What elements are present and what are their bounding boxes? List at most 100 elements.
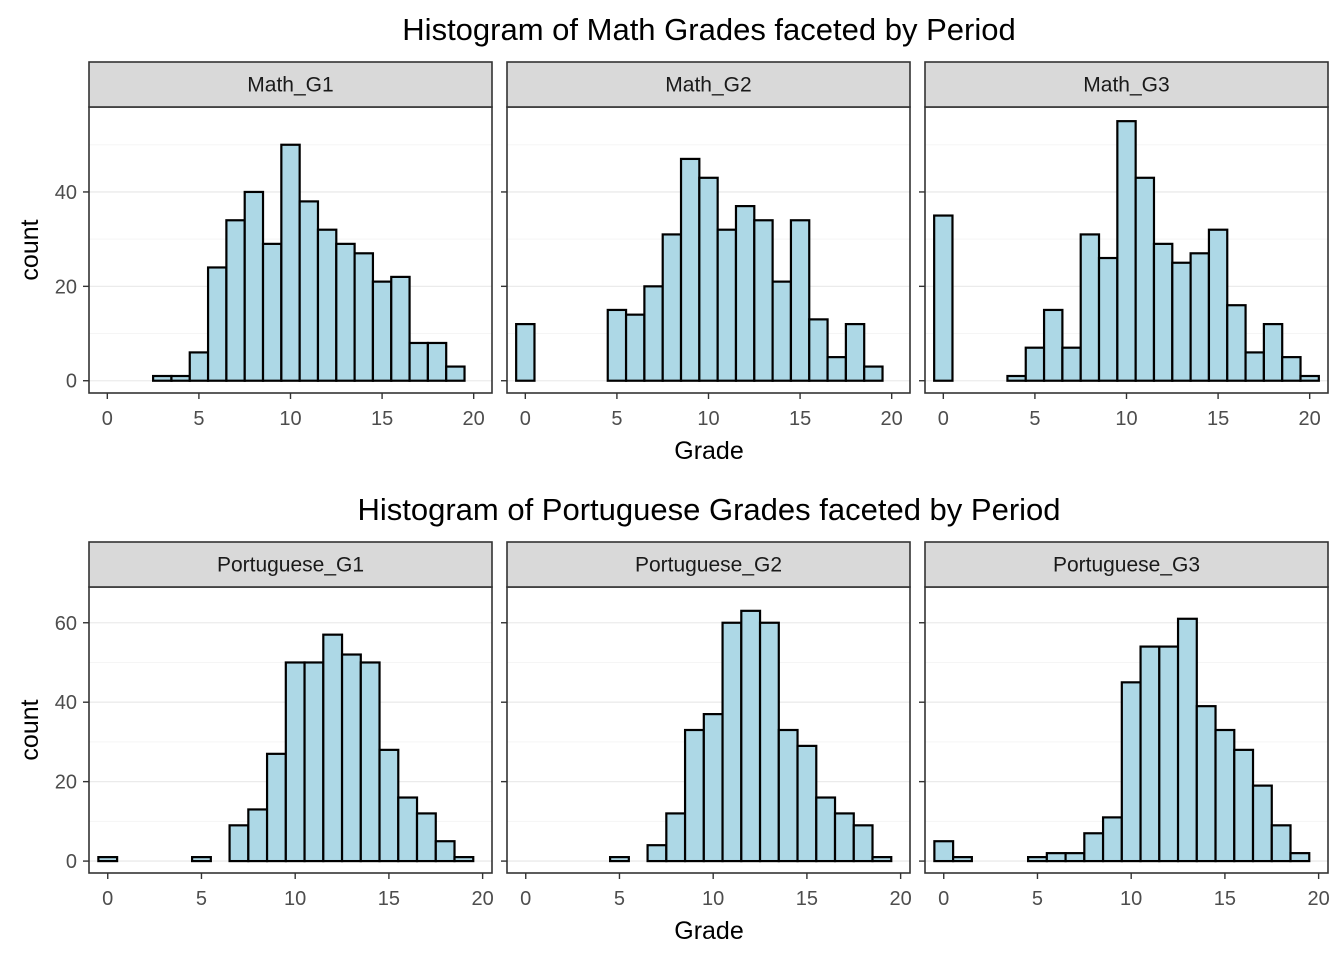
x-tick-label: 5 xyxy=(1032,888,1043,910)
histogram-bar xyxy=(353,252,375,382)
histogram-bar xyxy=(753,219,774,382)
math-y-axis-title: count xyxy=(16,219,44,280)
histogram-bar xyxy=(815,796,837,863)
histogram-bar xyxy=(702,713,724,863)
facet-panel: Portuguese_G3 0 5 10 15 20 xyxy=(919,541,1330,910)
histogram-bar xyxy=(933,214,954,382)
x-tick-label: 0 xyxy=(520,408,531,430)
histogram-bar xyxy=(225,219,246,382)
histogram-bar xyxy=(1176,617,1198,863)
facet-strip-label: Portuguese_G3 xyxy=(1053,554,1200,577)
x-tick-label: 10 xyxy=(1115,408,1137,430)
histogram-bar xyxy=(833,812,855,863)
portuguese-chart-title: Histogram of Portuguese Grades faceted b… xyxy=(357,492,1060,527)
histogram-bar xyxy=(190,856,212,863)
y-tick-label: 20 xyxy=(55,772,77,794)
x-tick-label: 10 xyxy=(702,888,724,910)
histogram-bar xyxy=(434,840,456,863)
histogram-bar xyxy=(340,653,362,863)
histogram-bar xyxy=(1134,176,1156,382)
x-tick-label: 20 xyxy=(881,408,903,430)
facet-strip-label: Portuguese_G2 xyxy=(635,554,782,577)
y-tick-label: 0 xyxy=(66,371,77,393)
histogram-bar xyxy=(397,796,419,863)
histogram-bar xyxy=(97,856,119,863)
histogram-bar xyxy=(1120,681,1142,863)
x-tick-label: 10 xyxy=(284,888,306,910)
histogram-bar xyxy=(844,322,866,382)
histogram-bar xyxy=(378,748,400,863)
facet-strip xyxy=(506,541,911,588)
histogram-bar xyxy=(261,242,283,382)
histogram-bar xyxy=(243,190,265,382)
histogram-bar xyxy=(624,313,646,382)
histogram-bar xyxy=(408,341,429,382)
histogram-bar xyxy=(1171,261,1192,382)
histogram-bar xyxy=(643,285,664,382)
histogram-bar xyxy=(1226,304,1247,382)
x-tick-label: 0 xyxy=(938,888,949,910)
histogram-bar xyxy=(1189,252,1211,382)
x-tick-label: 15 xyxy=(371,408,393,430)
histogram-bar xyxy=(740,609,762,863)
x-tick-label: 10 xyxy=(1120,888,1142,910)
y-tick-label: 40 xyxy=(55,182,77,204)
histogram-bar xyxy=(1079,233,1101,382)
histogram-bar xyxy=(170,374,191,382)
x-tick-label: 15 xyxy=(378,888,400,910)
facet-strip xyxy=(506,61,911,108)
facet-strip-label: Math_G3 xyxy=(1083,74,1169,97)
x-tick-label: 0 xyxy=(102,888,113,910)
histogram-bar xyxy=(771,280,793,382)
histogram-bar xyxy=(152,374,173,382)
histogram-bar xyxy=(426,341,448,382)
x-tick-label: 20 xyxy=(1299,408,1321,430)
histogram-bar xyxy=(606,308,628,382)
x-tick-label: 5 xyxy=(196,888,207,910)
histogram-bar xyxy=(1152,242,1174,382)
histogram-bar xyxy=(952,856,973,863)
histogram-bar xyxy=(1026,856,1048,863)
histogram-bar xyxy=(1139,645,1161,863)
histogram-bar xyxy=(608,856,630,863)
histogram-bar xyxy=(698,176,719,382)
histogram-bar xyxy=(206,266,228,382)
portuguese-y-axis-title: count xyxy=(16,699,44,760)
histogram-bar xyxy=(1251,784,1273,863)
x-tick-label: 0 xyxy=(938,408,949,430)
facet-panel: Portuguese_G1 0 5 10 15 20 0 20 40 60 xyxy=(55,541,494,910)
histogram-bar xyxy=(665,812,687,863)
histogram-bar xyxy=(1195,705,1217,863)
x-tick-label: 15 xyxy=(1207,408,1229,430)
histogram-bar xyxy=(683,728,705,863)
y-tick-label: 20 xyxy=(55,276,77,298)
x-tick-label: 5 xyxy=(1029,408,1040,430)
histogram-bar xyxy=(1214,728,1236,863)
facet-panel: Math_G1 0 5 10 15 20 0 20 40 xyxy=(55,61,493,430)
histogram-bar xyxy=(415,812,437,863)
histogram-bar xyxy=(1262,322,1284,382)
portuguese-x-axis-title: Grade xyxy=(674,917,743,945)
histogram-bar xyxy=(359,661,381,863)
histogram-bar xyxy=(721,621,743,863)
histogram-bar xyxy=(1061,346,1082,382)
facet-strip xyxy=(88,61,493,108)
facet-panel: Math_G3 0 5 10 15 20 xyxy=(919,61,1329,430)
math-x-axis-title: Grade xyxy=(674,437,743,465)
histogram-bar xyxy=(188,351,210,382)
histogram-bar xyxy=(679,157,701,382)
x-tick-label: 20 xyxy=(472,888,494,910)
histogram-bar xyxy=(371,280,393,382)
histogram-bar xyxy=(1024,346,1046,382)
histogram-bar xyxy=(280,143,301,382)
histogram-bar xyxy=(1158,645,1180,863)
histogram-bar xyxy=(808,318,829,382)
histogram-bar xyxy=(284,661,306,863)
y-tick-label: 0 xyxy=(66,851,77,873)
facet-strip xyxy=(924,541,1329,588)
histogram-bar xyxy=(265,752,287,863)
histogram-bar xyxy=(247,808,269,863)
x-tick-label: 20 xyxy=(463,408,485,430)
